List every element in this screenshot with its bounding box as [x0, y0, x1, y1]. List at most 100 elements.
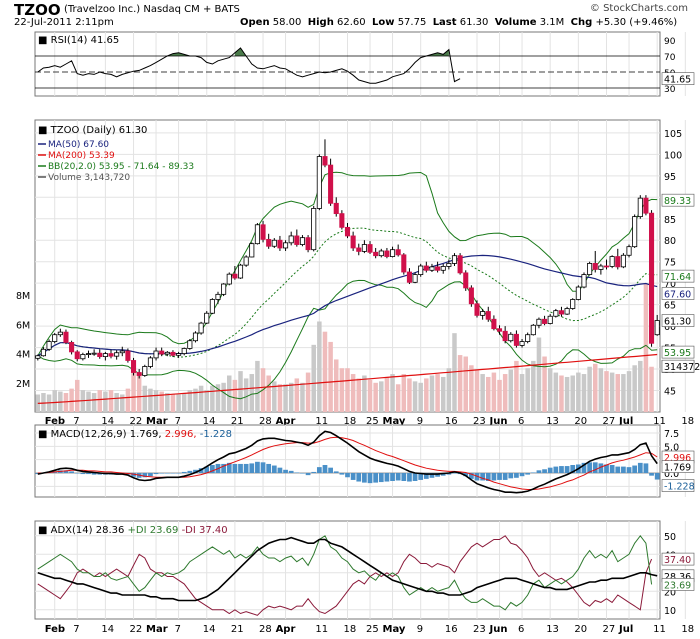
- volume-bar: [204, 390, 209, 412]
- date-label-6: 14: [203, 416, 216, 427]
- candle-body: [480, 311, 486, 316]
- candle-body: [40, 348, 46, 357]
- macd-legend: ■ MACD(12,26,9) 1.769, 2.996, -1.228: [38, 429, 232, 440]
- chg-label: Chg: [570, 17, 593, 28]
- macd-hist-bar: [221, 463, 226, 473]
- candle-body: [513, 333, 519, 346]
- candle-body: [277, 239, 283, 249]
- candle-body: [63, 331, 69, 343]
- macd-hist-bar: [170, 473, 176, 474]
- exchange-name: Nasdaq CM + BATS: [143, 4, 240, 15]
- macd-hist-bar: [395, 473, 401, 481]
- macd-hist-bar: [356, 473, 362, 482]
- candle-body: [170, 351, 176, 356]
- macd-hist-bar: [277, 467, 283, 473]
- volume-bar: [227, 375, 232, 412]
- candle-body: [508, 333, 514, 342]
- volume-bar: [63, 393, 69, 412]
- macd-hist-bar: [271, 465, 277, 473]
- macd-hist-bar: [637, 462, 643, 473]
- volume-bar: [333, 359, 339, 412]
- bb-legend: BB(20,2.0) 53.95 - 71.64 - 89.33: [48, 162, 194, 172]
- candle-body: [361, 244, 367, 252]
- macd-hist-bar: [345, 473, 350, 478]
- volume-bar: [300, 382, 305, 412]
- macd-hist-tag-box: [661, 479, 695, 492]
- volume-bar: [570, 375, 575, 412]
- volume-value: 3.1M: [539, 17, 565, 28]
- adx-date-label-21: 27: [603, 624, 616, 635]
- macd-hist-bar: [452, 473, 457, 474]
- candle-body: [536, 318, 542, 326]
- macd-signal-line: [37, 436, 658, 490]
- volume-bar: [649, 366, 654, 412]
- date-label-24: 18: [681, 416, 694, 427]
- ma50-tag-box: [661, 287, 695, 300]
- candle-body: [502, 330, 508, 342]
- volume-bar: [210, 385, 215, 412]
- macd-hist-bar: [91, 473, 97, 475]
- macd-hist-bar: [373, 473, 379, 483]
- macd-hist-bar: [423, 473, 429, 479]
- candle-body: [603, 265, 610, 268]
- volume-bar: [491, 372, 497, 412]
- candle-body: [356, 247, 362, 252]
- macd-hist-bar: [232, 463, 238, 473]
- volume-bar: [581, 374, 587, 412]
- macd-hist-bar: [142, 473, 148, 478]
- high-value: 62.60: [337, 17, 366, 28]
- macd-hist-bar: [536, 470, 542, 473]
- candle-body: [305, 237, 311, 251]
- date-label-19: 13: [546, 416, 559, 427]
- macd-hist-bar: [643, 463, 649, 473]
- date-label-10: 11: [315, 416, 328, 427]
- macd-hist-bar: [412, 473, 418, 481]
- macd-hist-bar: [525, 473, 531, 475]
- candle-body: [232, 273, 238, 279]
- candle-body: [519, 341, 525, 346]
- macd-hist-bar: [97, 473, 103, 475]
- macd-hist-tag: -1.228: [664, 482, 695, 493]
- date-label-17: Jun: [489, 416, 508, 427]
- candle-body: [198, 322, 204, 334]
- company-name: (Travelzoo Inc.): [64, 4, 141, 15]
- volume-bar: [474, 369, 480, 412]
- rsi-tick-70: 70: [664, 53, 676, 63]
- volume-tick-6M: 6M: [16, 320, 30, 331]
- adx-date-label-17: Jun: [489, 624, 508, 635]
- bb-upper-tag: 89.33: [664, 196, 691, 207]
- volume-bar: [159, 391, 164, 412]
- macd-hist-bar: [519, 473, 525, 477]
- candle-body: [626, 246, 632, 256]
- macd-hist-bar: [131, 473, 136, 477]
- volume-bar: [221, 382, 226, 412]
- macd-hist-bar: [654, 473, 660, 480]
- candle-body: [243, 256, 249, 266]
- volume-bar: [446, 368, 452, 412]
- macd-tick-3: 0.0: [664, 469, 679, 480]
- candle-body: [237, 264, 244, 279]
- volume-bar: [609, 372, 615, 412]
- volume-bar: [536, 337, 542, 412]
- volume-bar: [367, 379, 373, 412]
- macd-hist-bar: [176, 473, 181, 474]
- volume-bar: [317, 321, 322, 412]
- volume-bar: [232, 379, 238, 412]
- ma50-legend: MA(50) 67.60: [48, 140, 109, 150]
- macd-hist-bar: [164, 473, 170, 474]
- macd-tag: 1.769: [664, 463, 691, 474]
- candle-body: [395, 249, 401, 256]
- last-label: Last: [432, 17, 457, 28]
- candle-body: [390, 249, 396, 257]
- chg-value: +5.30 (+9.46%): [595, 17, 678, 28]
- candle-body: [615, 256, 621, 268]
- macd-hist-bar: [553, 466, 559, 473]
- macd-hist-bar: [322, 465, 328, 473]
- rsi-line: [37, 47, 461, 84]
- candle-body: [423, 265, 429, 271]
- macd-hist-bar: [502, 473, 508, 480]
- volume-bar: [632, 365, 637, 412]
- volume-bar: [148, 388, 153, 412]
- macd-signal-tag: 2.996: [664, 453, 691, 464]
- macd-hist-bar: [238, 463, 243, 473]
